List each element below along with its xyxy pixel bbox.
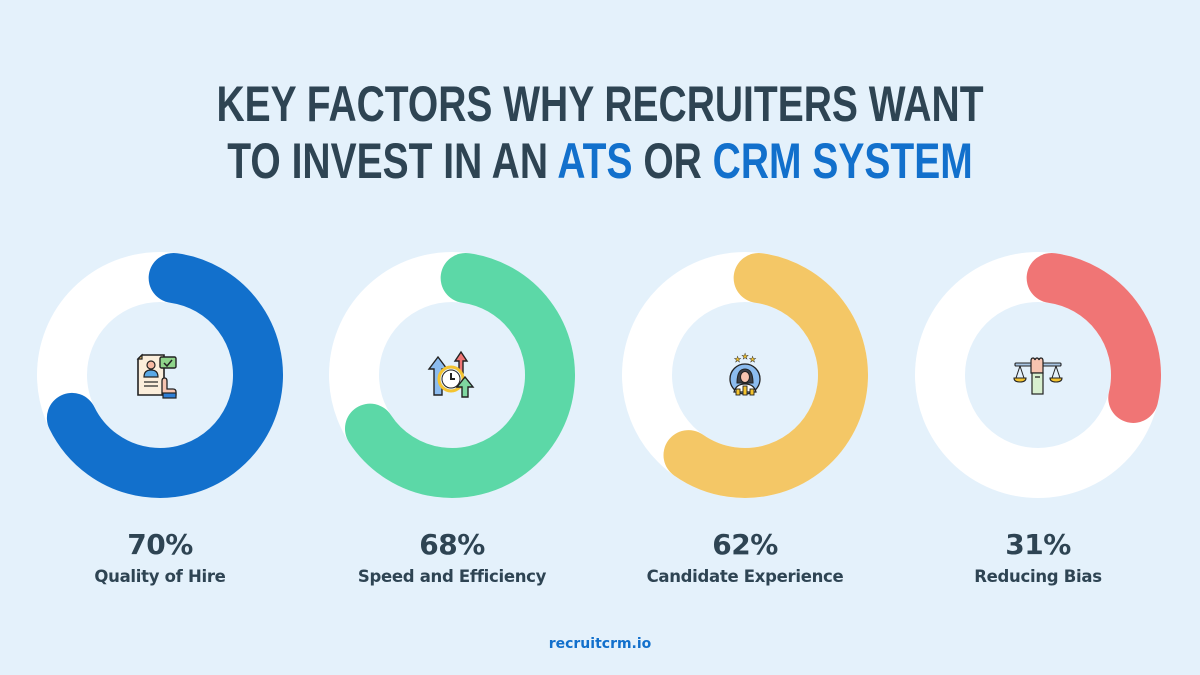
- resume-selection-icon: [130, 345, 190, 405]
- svg-text:★: ★: [734, 355, 741, 364]
- factor-label: Quality of Hire: [94, 567, 226, 586]
- svg-text:★: ★: [749, 355, 756, 364]
- svg-text:★: ★: [742, 352, 749, 361]
- factor-label: Speed and Efficiency: [357, 567, 547, 586]
- donut-chart: [622, 252, 868, 498]
- clock-growth-arrows-icon: [422, 345, 482, 405]
- factor-card-candidate-experience: ★ ★ ★ 62% Candidate Experience: [615, 250, 875, 586]
- percent-value: 62%: [712, 528, 778, 561]
- donut-chart: [37, 252, 283, 498]
- factor-label: Candidate Experience: [646, 567, 844, 586]
- page-title: KEY FACTORS WHY RECRUITERS WANT TO INVES…: [132, 76, 1068, 190]
- factor-card-quality-of-hire: 70% Quality of Hire: [30, 250, 290, 586]
- factor-label: Reducing Bias: [974, 567, 1102, 586]
- title-accent-crm: CRM SYSTEM: [712, 133, 973, 189]
- factor-card-speed-and-efficiency: 68% Speed and Efficiency: [322, 250, 582, 586]
- brand-footer-link[interactable]: recruitcrm.io: [548, 636, 652, 652]
- candidate-rating-stars-icon: ★ ★ ★: [715, 345, 775, 405]
- title-line-1: KEY FACTORS WHY RECRUITERS WANT: [216, 76, 984, 132]
- factor-card-reducing-bias: 31% Reducing Bias: [908, 250, 1168, 586]
- donut-chart: [329, 252, 575, 498]
- percent-value: 31%: [1005, 528, 1071, 561]
- percent-value: 68%: [419, 528, 485, 561]
- balance-scale-hand-icon: [1008, 345, 1068, 405]
- percent-value: 70%: [127, 528, 193, 561]
- title-line-2: TO INVEST IN AN ATS OR CRM SYSTEM: [227, 133, 973, 189]
- donut-chart: [915, 252, 1161, 498]
- title-accent-ats: ATS: [557, 133, 633, 189]
